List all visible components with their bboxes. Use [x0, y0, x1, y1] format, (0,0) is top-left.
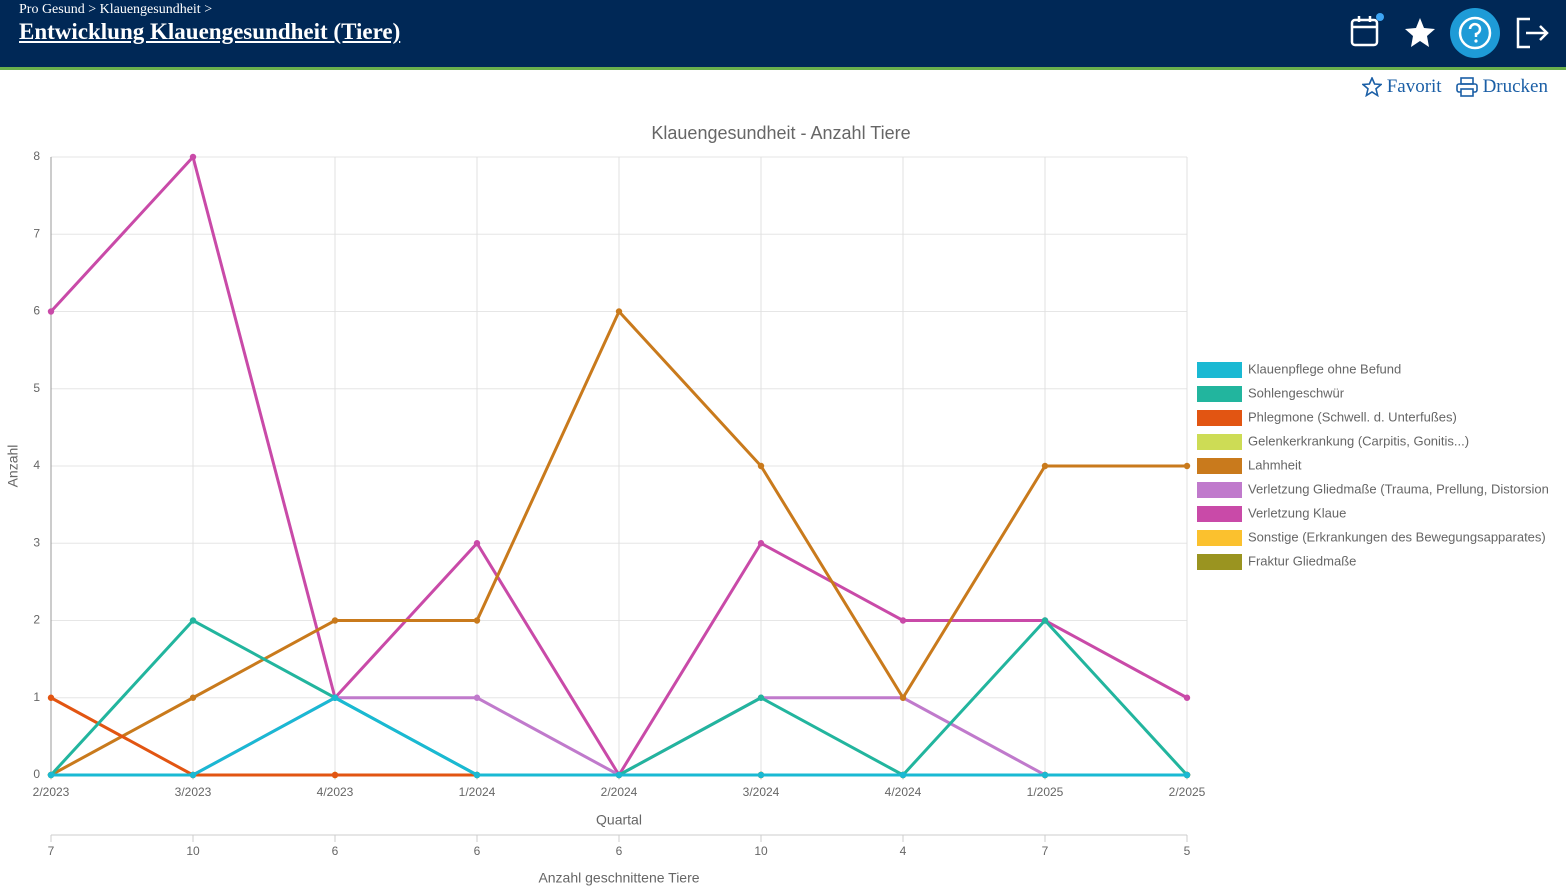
- legend-label: Verletzung Klaue: [1248, 505, 1346, 520]
- legend-swatch: [1197, 410, 1242, 426]
- chart-title: Klauengesundheit - Anzahl Tiere: [651, 123, 910, 143]
- help-icon[interactable]: [1450, 8, 1500, 58]
- data-point: [1183, 694, 1191, 701]
- header: Pro Gesund > Klauengesundheit > Entwickl…: [0, 0, 1566, 70]
- y-tick-label: 8: [33, 149, 40, 163]
- star-icon[interactable]: [1405, 18, 1435, 47]
- print-label: Drucken: [1482, 76, 1548, 97]
- data-point: [47, 771, 55, 779]
- x-axis-label: Quartal: [596, 812, 642, 828]
- secondary-tick-label: 7: [1042, 844, 1049, 858]
- x-tick-label: 4/2024: [885, 785, 922, 799]
- data-point: [47, 694, 55, 701]
- x-tick-label: 4/2023: [317, 785, 354, 799]
- print-button[interactable]: Drucken: [1455, 76, 1548, 98]
- legend-swatch: [1197, 434, 1242, 450]
- legend-swatch: [1197, 530, 1242, 546]
- y-tick-label: 3: [33, 535, 40, 549]
- legend-swatch: [1197, 482, 1242, 498]
- page-title: Entwicklung Klauengesundheit (Tiere): [19, 19, 401, 44]
- data-point: [189, 771, 197, 779]
- y-axis-label: Anzahl: [5, 445, 21, 488]
- legend-label: Fraktur Gliedmaße: [1248, 553, 1356, 568]
- data-point: [473, 694, 481, 701]
- x-tick-label: 3/2023: [175, 785, 212, 799]
- legend-swatch: [1197, 554, 1242, 570]
- legend-label: Sonstige (Erkrankungen des Bewegungsappa…: [1248, 529, 1546, 544]
- legend-swatch: [1197, 386, 1242, 402]
- header-icons: [1350, 8, 1549, 58]
- data-point: [899, 694, 907, 701]
- data-point: [331, 771, 339, 779]
- legend-label: Phlegmone (Schwell. d. Unterfußes): [1248, 409, 1457, 424]
- logout-icon[interactable]: [1516, 17, 1549, 49]
- data-point: [1041, 617, 1049, 624]
- x-tick-label: 1/2024: [459, 785, 496, 799]
- data-point: [189, 617, 197, 624]
- secondary-tick-label: 6: [474, 844, 481, 858]
- legend-label: Lahmheit: [1248, 457, 1302, 472]
- data-point: [757, 771, 765, 779]
- legend-label: Klauenpflege ohne Befund: [1248, 361, 1401, 376]
- favorite-label: Favorit: [1386, 76, 1442, 97]
- x-tick-label: 2/2024: [601, 785, 638, 799]
- calendar-icon[interactable]: [1350, 13, 1384, 47]
- data-point: [757, 462, 765, 470]
- data-point: [1041, 462, 1049, 470]
- x-tick-label: 1/2025: [1027, 785, 1064, 799]
- data-point: [1041, 771, 1049, 779]
- legend-swatch: [1197, 506, 1242, 522]
- legend-label: Verletzung Gliedmaße (Trauma, Prellung, …: [1248, 481, 1549, 496]
- actions: Favorit Drucken: [1361, 76, 1548, 98]
- data-point: [615, 308, 623, 315]
- y-tick-label: 2: [33, 613, 40, 627]
- secondary-tick-label: 10: [754, 844, 768, 858]
- secondary-tick-label: 6: [332, 844, 339, 858]
- legend-label: Gelenkerkrankung (Carpitis, Gonitis...): [1248, 433, 1469, 448]
- legend-swatch: [1197, 362, 1242, 378]
- favorite-button[interactable]: Favorit: [1361, 76, 1442, 98]
- data-point: [615, 771, 623, 779]
- chart: Klauengesundheit - Anzahl Tiere 0 1 2 3 4 5 6 7 8…: [5, 123, 1549, 886]
- data-point: [189, 694, 197, 701]
- secondary-tick-label: 10: [186, 844, 200, 858]
- y-tick-label: 1: [33, 690, 40, 704]
- y-tick-label: 5: [33, 381, 40, 395]
- data-point: [757, 540, 765, 547]
- data-point: [899, 771, 907, 779]
- breadcrumb[interactable]: Pro Gesund > Klauengesundheit >: [19, 2, 213, 17]
- x-tick-label: 3/2024: [743, 785, 780, 799]
- data-point: [47, 308, 55, 315]
- data-point: [473, 540, 481, 547]
- y-tick-label: 4: [33, 458, 40, 472]
- data-point: [189, 153, 197, 161]
- data-point: [331, 617, 339, 624]
- y-tick-label: 6: [33, 304, 40, 318]
- secondary-axis-label: Anzahl geschnittene Tiere: [538, 870, 699, 886]
- y-tick-label: 7: [33, 226, 40, 240]
- data-point: [473, 771, 481, 779]
- data-point: [1183, 462, 1191, 470]
- x-tick-label: 2/2023: [33, 785, 70, 799]
- secondary-tick-label: 6: [616, 844, 623, 858]
- data-point: [473, 617, 481, 624]
- x-tick-label: 2/2025: [1169, 785, 1206, 799]
- data-point: [899, 617, 907, 624]
- data-point: [331, 694, 339, 701]
- legend-label: Sohlengeschwür: [1248, 385, 1345, 400]
- secondary-tick-label: 4: [900, 844, 907, 858]
- y-tick-label: 0: [33, 767, 40, 781]
- legend-swatch: [1197, 458, 1242, 474]
- secondary-tick-label: 7: [48, 844, 55, 858]
- secondary-tick-label: 5: [1184, 844, 1191, 858]
- data-point: [757, 694, 765, 701]
- data-point: [1183, 771, 1191, 779]
